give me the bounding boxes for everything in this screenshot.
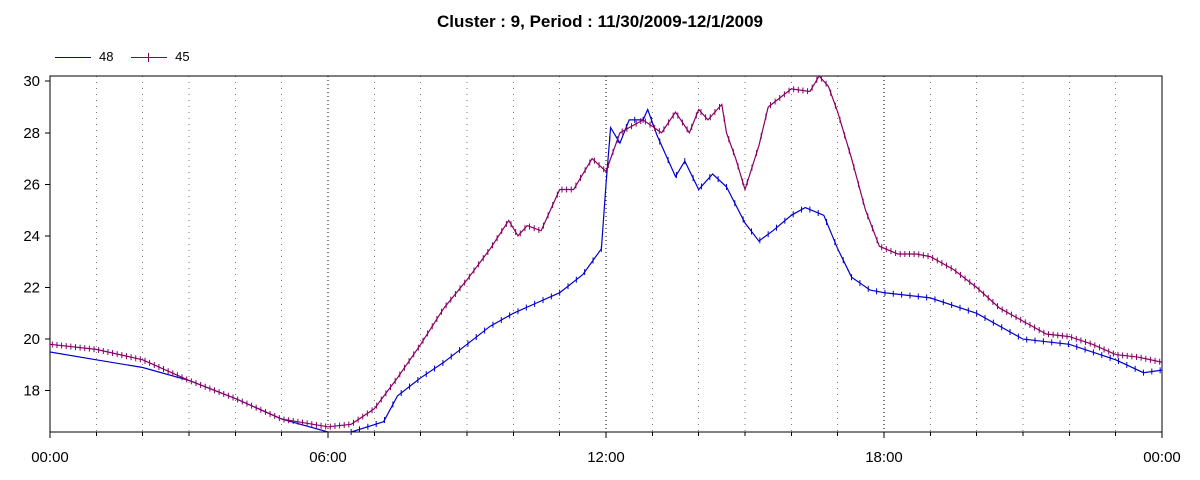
series-line-45 [50,76,1162,428]
legend-label-45: 45 [175,49,190,64]
legend-swatch-48 [55,51,91,63]
legend-item-48: 48 [55,49,113,64]
legend-item-45: 45 [131,49,190,64]
y-tick-label: 20 [23,331,40,348]
legend-label-48: 48 [99,49,114,64]
y-tick-label: 28 [23,125,40,142]
legend-swatch-45 [131,51,168,63]
x-tick-label: 12:00 [587,449,625,466]
series-line-48 [50,107,1162,432]
x-tick-label: 00:00 [31,449,69,466]
y-tick-label: 26 [23,176,40,193]
y-tick-label: 30 [23,73,40,90]
x-tick-label: 18:00 [865,449,903,466]
y-tick-label: 18 [23,383,40,400]
x-tick-label: 00:00 [1143,449,1181,466]
legend: 48 45 [55,49,204,67]
plot-frame [49,75,1163,433]
x-tick-label: 06:00 [309,449,347,466]
y-tick-label: 22 [23,280,40,297]
chart-title: Cluster : 9, Period : 11/30/2009-12/1/20… [436,12,764,31]
y-tick-label: 24 [23,228,40,245]
